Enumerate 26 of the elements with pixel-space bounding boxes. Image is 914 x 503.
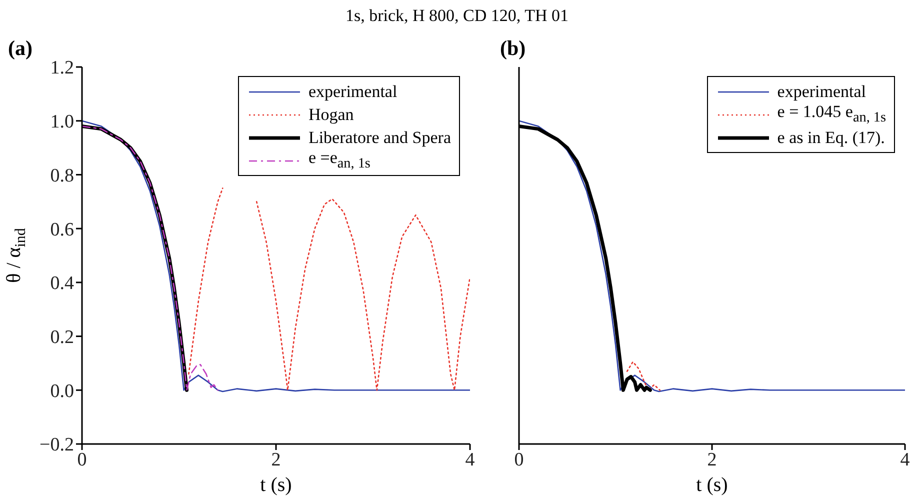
y-tick-label: 0.6 bbox=[50, 219, 74, 240]
text: 1s, brick, H 800, CD 120, TH 01 bbox=[345, 6, 569, 25]
legend-label: experimental bbox=[308, 82, 398, 102]
x-tick-label: 0 bbox=[77, 449, 87, 470]
y-tick-label: 0.8 bbox=[50, 165, 74, 186]
x-tick-label: 4 bbox=[900, 449, 910, 470]
x-tick-label: 2 bbox=[707, 449, 717, 470]
legend-label: e =e$_{an, 1s}$ bbox=[308, 148, 370, 173]
y-tick-label: 0.4 bbox=[50, 273, 74, 294]
x-tick-label: 0 bbox=[514, 449, 524, 470]
legend-label: Hogan bbox=[308, 104, 354, 124]
x-tick-label: 2 bbox=[271, 449, 281, 470]
x-axis-title: t (s) bbox=[696, 474, 728, 496]
chart-title: (b) bbox=[500, 36, 526, 60]
y-tick-label: −0.2 bbox=[40, 434, 74, 456]
legend-label: experimental bbox=[777, 82, 866, 102]
y-tick-label: 0.0 bbox=[50, 380, 74, 402]
x-axis-title: t (s) bbox=[260, 474, 292, 496]
y-tick-label: 1.2 bbox=[50, 58, 74, 79]
legend-label: e as in Eq. (17). bbox=[777, 128, 885, 148]
legend-label: Liberatore and Spera bbox=[308, 128, 451, 148]
y-tick-label: 1.0 bbox=[50, 112, 74, 133]
chart-title: (a) bbox=[8, 36, 32, 60]
x-tick-label: 4 bbox=[465, 449, 476, 470]
y-tick-label: 0.2 bbox=[50, 327, 74, 348]
legend-label: e = 1.045 e$_{an, 1s}$ bbox=[777, 102, 886, 127]
